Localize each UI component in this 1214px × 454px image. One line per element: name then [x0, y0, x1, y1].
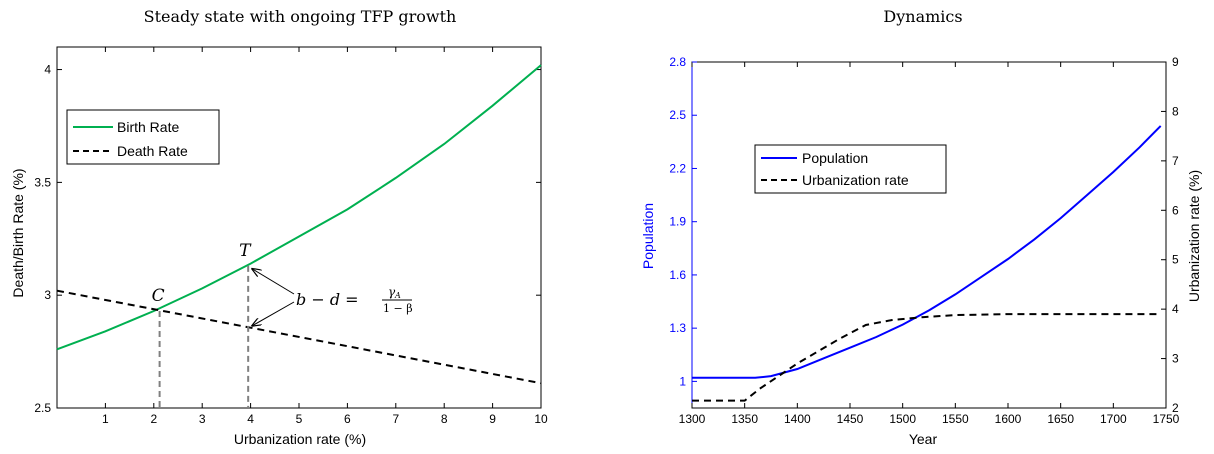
- right-right-y-axis-label: Urbanization rate (%): [1186, 170, 1202, 302]
- right-x-axis-label: Year: [909, 431, 938, 447]
- right-x-tick-label: 1600: [995, 412, 1022, 426]
- right-plot-area: [691, 61, 1167, 409]
- equation-lhs: b − d =: [296, 290, 359, 309]
- legend-label-population: Population: [802, 150, 868, 166]
- left-x-tick-label: 3: [199, 412, 206, 426]
- equation-numerator-sub: A: [394, 291, 401, 300]
- right-x-tick-label: 1700: [1100, 412, 1127, 426]
- right-chart-title: Dynamics: [883, 7, 962, 26]
- series-line-birth-rate: [56, 64, 542, 351]
- right-right-y-tick-label: 4: [1172, 302, 1179, 316]
- left-y-tick-label: 3: [44, 288, 51, 302]
- equation-numerator: γ: [388, 285, 396, 299]
- right-x-tick-label: 1400: [784, 412, 811, 426]
- arrow-to-death-curve: [252, 301, 295, 326]
- left-y-axis-label: Death/Birth Rate (%): [10, 168, 26, 297]
- left-x-axis-label: Urbanization rate (%): [234, 431, 366, 447]
- right-x-tick-label: 1750: [1153, 412, 1180, 426]
- right-x-tick-label: 1650: [1047, 412, 1074, 426]
- left-legend: Birth Rate Death Rate: [66, 109, 220, 165]
- legend-label-birth-rate: Birth Rate: [117, 119, 179, 135]
- right-x-tick-label: 1550: [942, 412, 969, 426]
- left-x-tick-label: 8: [441, 412, 448, 426]
- left-x-tick-label: 10: [534, 412, 548, 426]
- right-chart: Dynamics 1300 1350 1400 1450 1500 1550 1600 165…: [640, 7, 1202, 447]
- right-left-y-tick-label: 1: [679, 374, 686, 388]
- left-x-tick-label: 5: [296, 412, 303, 426]
- right-right-y-tick-label: 8: [1172, 104, 1179, 118]
- right-right-y-tick-label: 5: [1172, 253, 1179, 267]
- series-line-population: [692, 125, 1162, 379]
- right-right-y-tick-label: 6: [1172, 203, 1179, 217]
- legend-label-urbanization-rate: Urbanization rate: [802, 172, 909, 188]
- arrow-to-birth-curve: [252, 269, 295, 295]
- right-left-y-tick-label: 1.3: [669, 321, 686, 335]
- left-x-tick-label: 4: [247, 412, 254, 426]
- left-x-tick-label: 9: [489, 412, 496, 426]
- right-legend-box: [754, 144, 947, 194]
- left-x-tick-label: 7: [392, 412, 399, 426]
- left-chart-title: Steady state with ongoing TFP growth: [144, 7, 457, 26]
- left-x-tick-label: 2: [150, 412, 157, 426]
- left-chart: Steady state with ongoing TFP growth 1 2 3…: [10, 7, 548, 447]
- left-plot-area: [56, 46, 542, 409]
- right-left-y-tick-label: 2.5: [669, 108, 686, 122]
- right-left-y-tick-label: 1.9: [669, 215, 686, 229]
- legend-label-death-rate: Death Rate: [117, 143, 188, 159]
- right-left-y-tick-label: 2.2: [669, 161, 686, 175]
- series-line-death-rate: [56, 289, 542, 385]
- annotation-label-c: C: [152, 286, 165, 306]
- right-legend: Population Urbanization rate: [754, 144, 947, 194]
- right-right-y-tick-label: 7: [1172, 154, 1179, 168]
- right-left-y-tick-label: 1.6: [669, 268, 686, 282]
- right-right-y-tick-label: 3: [1172, 352, 1179, 366]
- right-x-tick-label: 1350: [731, 412, 758, 426]
- left-legend-box: [66, 109, 220, 165]
- right-x-tick-label: 1450: [837, 412, 864, 426]
- right-x-tick-label: 1300: [679, 412, 706, 426]
- series-line-urbanization-rate: [692, 313, 1161, 402]
- left-y-tick-label: 3.5: [34, 175, 51, 189]
- left-x-tick-label: 1: [102, 412, 109, 426]
- right-right-y-tick-label: 9: [1172, 55, 1179, 69]
- left-y-tick-label: 2.5: [34, 401, 51, 415]
- right-right-y-tick-label: 2: [1172, 401, 1179, 415]
- right-left-y-tick-label: 2.8: [669, 55, 686, 69]
- left-x-tick-label: 6: [344, 412, 351, 426]
- right-x-tick-label: 1500: [889, 412, 916, 426]
- right-left-y-axis-label: Population: [640, 203, 656, 269]
- annotation-label-t: T: [239, 241, 252, 261]
- equation-denominator: 1 − β: [383, 302, 413, 315]
- left-y-tick-label: 4: [44, 63, 51, 77]
